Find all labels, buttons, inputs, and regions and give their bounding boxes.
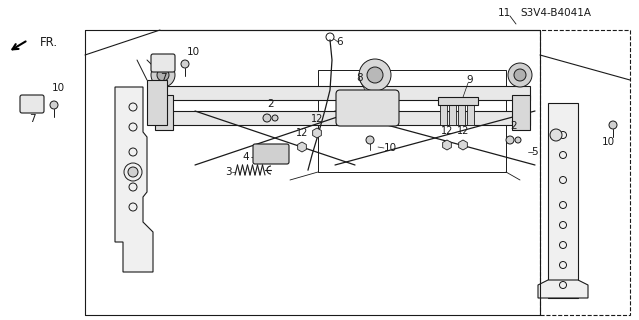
Text: 10: 10 [51, 83, 65, 93]
FancyBboxPatch shape [20, 95, 44, 113]
Bar [449, 105, 456, 125]
Bar [438, 97, 478, 105]
Bar [155, 86, 530, 100]
Bar [512, 95, 530, 130]
Bar [318, 70, 506, 172]
Polygon shape [115, 87, 153, 272]
Text: 2: 2 [511, 121, 518, 131]
Circle shape [50, 101, 58, 109]
Text: 12: 12 [296, 128, 308, 138]
Circle shape [151, 63, 175, 87]
Bar [147, 80, 167, 125]
Circle shape [609, 121, 617, 129]
Text: 12: 12 [457, 126, 469, 136]
Circle shape [367, 67, 383, 83]
Text: 9: 9 [466, 75, 473, 85]
Text: FR.: FR. [40, 36, 58, 49]
FancyBboxPatch shape [253, 144, 289, 164]
Bar [540, 30, 630, 315]
Bar [440, 105, 447, 125]
Circle shape [515, 137, 521, 143]
Text: 11: 11 [497, 8, 511, 18]
Circle shape [508, 63, 532, 87]
Text: S3V4-B4041A: S3V4-B4041A [521, 8, 592, 18]
Circle shape [272, 115, 278, 121]
Text: 10: 10 [601, 137, 615, 147]
Text: 4: 4 [243, 152, 249, 162]
Text: 6: 6 [337, 37, 343, 47]
Circle shape [366, 136, 374, 144]
Bar [155, 111, 530, 125]
Bar [458, 105, 465, 125]
Circle shape [157, 69, 169, 81]
Text: 12: 12 [441, 126, 453, 136]
Bar [467, 105, 474, 125]
Circle shape [128, 167, 138, 177]
Text: 12: 12 [311, 114, 323, 124]
Circle shape [263, 114, 271, 122]
FancyBboxPatch shape [336, 90, 399, 126]
Circle shape [514, 69, 526, 81]
Text: 7: 7 [29, 114, 35, 124]
FancyBboxPatch shape [151, 54, 175, 72]
Text: 8: 8 [357, 73, 364, 83]
Circle shape [550, 129, 562, 141]
Text: 10: 10 [187, 47, 199, 57]
Text: 3: 3 [225, 167, 231, 177]
Circle shape [181, 60, 189, 68]
Text: 5: 5 [532, 147, 538, 157]
Circle shape [506, 136, 514, 144]
Circle shape [359, 59, 391, 91]
Bar [155, 95, 173, 130]
Polygon shape [538, 280, 588, 298]
Text: 10: 10 [383, 143, 397, 153]
Text: 2: 2 [268, 99, 274, 109]
Text: 7: 7 [160, 73, 166, 83]
Bar [548, 103, 578, 298]
